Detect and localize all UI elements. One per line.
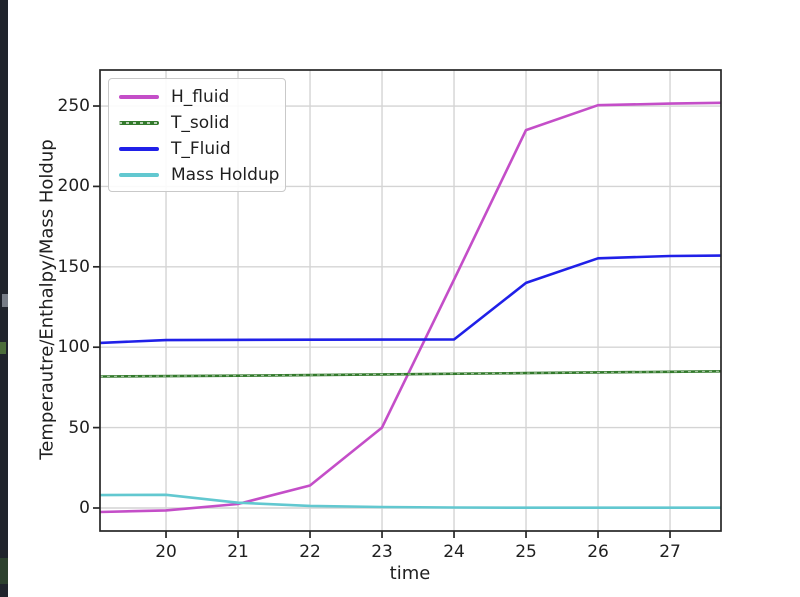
x-tick-label: 23 (371, 542, 393, 562)
y-tick-label: 150 (57, 256, 90, 277)
legend: H_fluid T_solid T_Fluid Mass Holdup (108, 78, 286, 192)
x-tick-label: 27 (659, 542, 681, 562)
x-tick-label: 24 (443, 542, 465, 562)
y-tick-label: 50 (68, 417, 90, 438)
left-dark-strip (0, 0, 8, 597)
legend-item: T_Fluid (109, 136, 285, 162)
y-tick-label: 250 (57, 96, 90, 117)
legend-line-sample (119, 173, 159, 177)
legend-item: Mass Holdup (109, 162, 285, 188)
legend-label: H_fluid (171, 87, 230, 107)
legend-line-sample (119, 121, 159, 125)
legend-sample-dash-overlay (119, 122, 159, 124)
legend-label: T_solid (171, 113, 230, 133)
legend-label: Mass Holdup (171, 165, 280, 185)
legend-item: T_solid (109, 110, 285, 136)
strip-artifact-block-dark-green (0, 558, 8, 584)
x-tick-label: 20 (155, 542, 177, 562)
series-line-overlay (100, 370, 721, 378)
legend-line-sample (119, 95, 159, 99)
series-line-mass-holdup (100, 493, 721, 510)
legend-item: H_fluid (109, 84, 285, 110)
series-line-t-fluid (100, 254, 721, 345)
plot-spines (99, 69, 722, 532)
y-tick-label: 0 (79, 498, 90, 518)
legend-label: T_Fluid (171, 139, 231, 159)
legend-line-sample (119, 147, 159, 151)
x-tick-label: 22 (299, 542, 321, 562)
y-axis-label: Temperautre/Enthalpy/Mass Holdup (36, 139, 58, 460)
series-line-t-solid (100, 369, 721, 378)
x-axis-label: time (389, 563, 431, 584)
strip-artifact-text-fragment-gray (2, 294, 8, 307)
x-tick-label: 21 (227, 542, 249, 562)
strip-artifact-text-fragment-green (0, 342, 6, 354)
y-tick-label: 200 (57, 176, 90, 197)
x-tick-label: 25 (515, 542, 537, 562)
y-tick-label: 100 (57, 337, 90, 358)
series-line-h-fluid (100, 101, 721, 514)
x-tick-label: 26 (587, 542, 609, 562)
